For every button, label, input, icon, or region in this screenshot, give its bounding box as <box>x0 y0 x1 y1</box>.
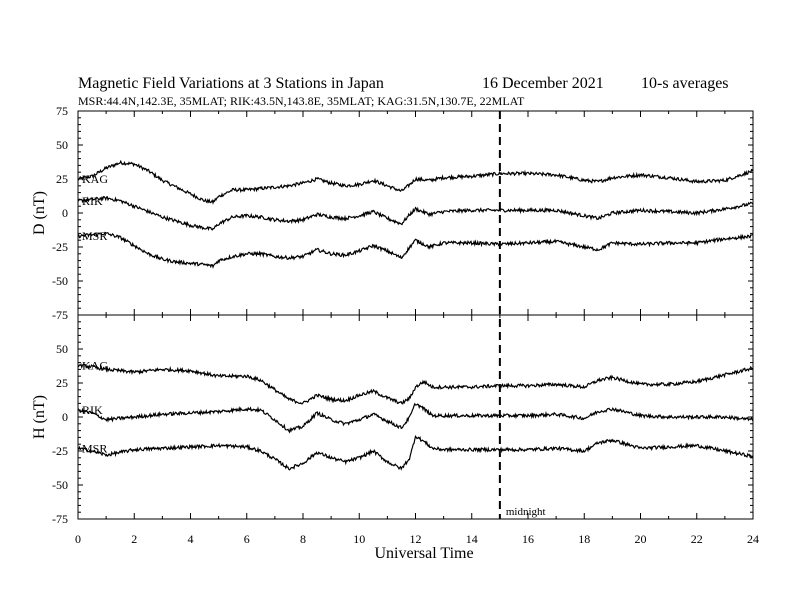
y-tick-label: 0 <box>62 206 68 220</box>
series-line-rik <box>77 402 754 434</box>
series-label-msr: MSR <box>82 441 107 455</box>
x-tick-label: 12 <box>410 532 422 546</box>
x-tick-label: 24 <box>747 532 759 546</box>
series-label-msr: MSR <box>82 229 107 243</box>
y-tick-label: 25 <box>56 376 68 390</box>
series-line-msr <box>77 434 754 471</box>
series-line-kag <box>77 159 754 205</box>
y-tick-label: 25 <box>56 172 68 186</box>
y-tick-label: -50 <box>52 478 68 492</box>
x-tick-label: 8 <box>300 532 306 546</box>
series-label-rik: RIK <box>82 403 103 417</box>
x-tick-label: 14 <box>466 532 478 546</box>
x-tick-label: 10 <box>353 532 365 546</box>
station-info: MSR:44.4N,142.3E, 35MLAT; RIK:43.5N,143.… <box>78 94 525 108</box>
y-tick-label: 0 <box>62 410 68 424</box>
chart-title: Magnetic Field Variations at 3 Stations … <box>78 75 384 92</box>
midnight-label: midnight <box>506 506 546 518</box>
y-tick-label: 75 <box>56 104 68 118</box>
x-tick-label: 16 <box>522 532 534 546</box>
series-line-msr <box>77 231 754 269</box>
y-tick-label: 50 <box>56 138 68 152</box>
d-panel: 75 50 25 0 -25 -50 -75 D (nT) KAG RIK MSR <box>31 104 754 322</box>
x-tick-label: 18 <box>578 532 590 546</box>
y-tick-label: -25 <box>52 240 68 254</box>
x-tick-label: 6 <box>244 532 250 546</box>
y-tick-label: -75 <box>52 308 68 322</box>
y-axis-label: D (nT) <box>31 191 48 235</box>
series-label-kag: KAG <box>82 358 108 372</box>
x-tick-label: 4 <box>188 532 194 546</box>
y-axis-label: H (nT) <box>31 395 48 439</box>
x-tick-label: 22 <box>691 532 703 546</box>
x-axis-label: Universal Time <box>374 545 473 562</box>
series-label-rik: RIK <box>82 194 103 208</box>
y-tick-label: -25 <box>52 444 68 458</box>
y-tick-label: -75 <box>52 512 68 526</box>
series-label-kag: KAG <box>82 172 108 186</box>
chart-date: 16 December 2021 <box>482 75 604 92</box>
x-tick-label: 2 <box>131 532 137 546</box>
chart-averaging: 10-s averages <box>641 75 729 92</box>
series-line-kag <box>77 363 754 405</box>
x-tick-label: 20 <box>635 532 647 546</box>
y-tick-label: -50 <box>52 274 68 288</box>
panel-frame <box>77 110 754 316</box>
series-line-rik <box>77 195 754 232</box>
y-tick-label: 50 <box>56 342 68 356</box>
x-tick-label: 0 <box>75 532 81 546</box>
